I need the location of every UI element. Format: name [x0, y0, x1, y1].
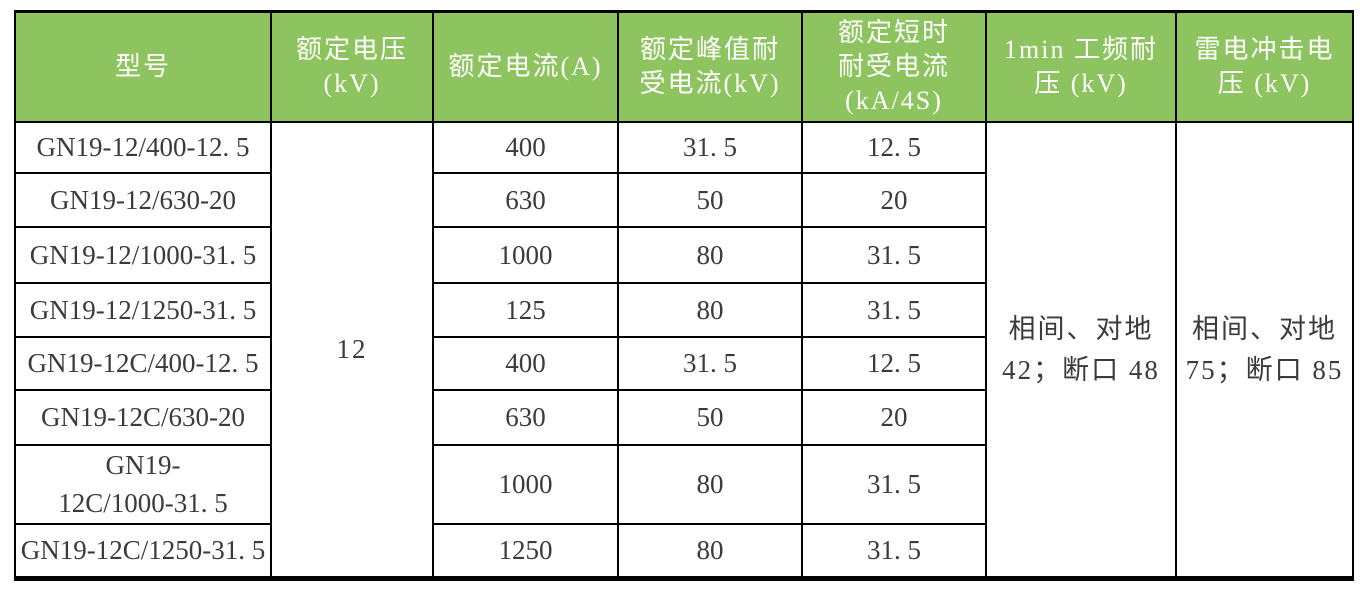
header-peak-withstand-current: 额定峰值耐 受电流(kV)	[617, 10, 803, 123]
rated-current-cell: 630	[432, 389, 619, 446]
spec-table-container: 型号 额定电压 (kV) 额定电流(A) 额定峰值耐 受电流(kV) 额定短时 …	[14, 10, 1354, 582]
peak-withstand-cell: 80	[617, 226, 803, 284]
rated-current-cell: 400	[432, 121, 619, 174]
peak-withstand-cell: 50	[617, 172, 803, 228]
table-row: GN19-12C/400-12. 5 400 31. 5 12. 5	[14, 336, 1353, 391]
short-time-withstand-cell: 31. 5	[801, 522, 987, 580]
short-time-withstand-cell: 12. 5	[801, 121, 987, 174]
table-row: GN19-12C/630-20 630 50 20	[14, 389, 1353, 446]
header-rated-current: 额定电流(A)	[432, 10, 619, 123]
model-cell: GN19-12C/400-12. 5	[14, 336, 272, 391]
rated-current-cell: 1000	[432, 226, 619, 284]
short-time-withstand-cell: 31. 5	[801, 444, 987, 525]
rated-current-cell: 400	[432, 336, 619, 391]
table-row: GN19-12/630-20 630 50 20	[14, 172, 1353, 228]
model-cell: GN19-12/400-12. 5	[14, 121, 272, 174]
table-row: GN19-12/400-12. 5 12 400 31. 5 12. 5 相间、…	[14, 121, 1354, 580]
peak-withstand-cell: 31. 5	[617, 336, 803, 391]
lightning-impulse-merged-cell: 相间、对地 75；断口 85	[1175, 121, 1354, 580]
header-lightning-impulse-voltage: 雷电冲击电 压 (kV)	[1175, 10, 1354, 123]
short-time-withstand-cell: 12. 5	[801, 336, 987, 391]
short-time-withstand-cell: 20	[801, 172, 987, 228]
peak-withstand-cell: 80	[617, 282, 803, 338]
rated-current-cell: 1000	[432, 444, 619, 525]
table-row: GN19-12C/1250-31. 5 1250 80 31. 5	[14, 522, 1353, 580]
model-cell: GN19-12/630-20	[14, 172, 272, 228]
header-rated-voltage: 额定电压 (kV)	[270, 10, 434, 123]
table-row: GN19-12/1000-31. 5 1000 80 31. 5	[14, 226, 1353, 284]
model-cell: GN19-12C/1250-31. 5	[14, 522, 272, 580]
peak-withstand-cell: 80	[617, 522, 803, 580]
table-row: GN19- 12C/1000-31. 5 1000 80 31. 5	[14, 444, 1353, 525]
short-time-withstand-cell: 31. 5	[801, 282, 987, 338]
short-time-withstand-cell: 31. 5	[801, 226, 987, 284]
peak-withstand-cell: 80	[617, 444, 803, 525]
power-frequency-merged-cell: 相间、对地 42；断口 48	[985, 121, 1177, 580]
rated-current-cell: 125	[432, 282, 619, 338]
spec-table: 型号 额定电压 (kV) 额定电流(A) 额定峰值耐 受电流(kV) 额定短时 …	[14, 10, 1354, 582]
rated-voltage-merged-cell: 12	[270, 121, 434, 580]
short-time-withstand-cell: 20	[801, 389, 987, 446]
header-power-frequency-withstand-voltage: 1min 工频耐 压 (kV)	[985, 10, 1177, 123]
model-cell: GN19-12/1250-31. 5	[14, 282, 272, 338]
peak-withstand-cell: 31. 5	[617, 121, 803, 174]
rated-current-cell: 1250	[432, 522, 619, 580]
rated-current-cell: 630	[432, 172, 619, 228]
model-cell: GN19- 12C/1000-31. 5	[14, 444, 272, 525]
header-row: 型号 额定电压 (kV) 额定电流(A) 额定峰值耐 受电流(kV) 额定短时 …	[14, 10, 1354, 123]
model-cell: GN19-12/1000-31. 5	[14, 226, 272, 284]
model-cell: GN19-12C/630-20	[14, 389, 272, 446]
peak-withstand-cell: 50	[617, 389, 803, 446]
header-model: 型号	[14, 10, 272, 123]
header-short-time-withstand-current: 额定短时 耐受电流 (kA/4S)	[801, 10, 987, 123]
table-row: GN19-12/1250-31. 5 125 80 31. 5	[14, 282, 1353, 338]
